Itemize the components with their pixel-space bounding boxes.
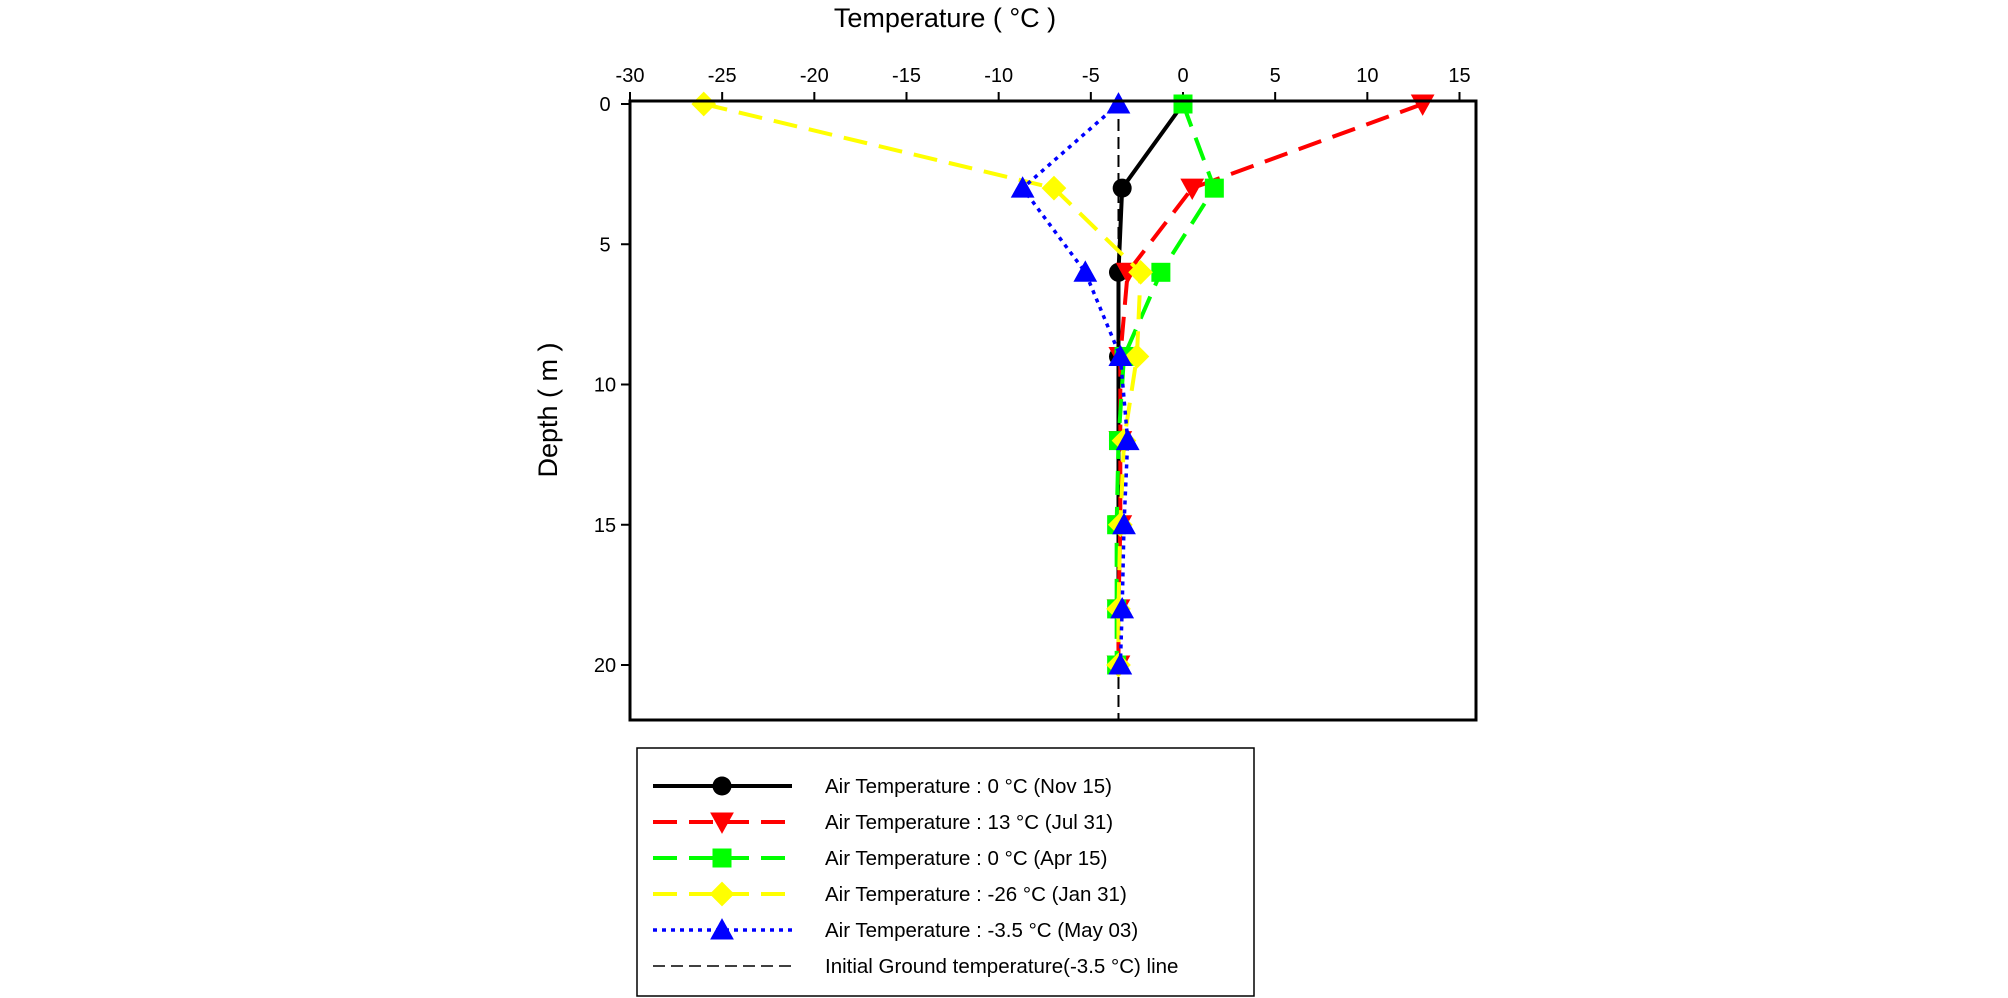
data-point [691, 91, 717, 117]
data-point [1151, 262, 1171, 282]
data-point [1180, 178, 1205, 201]
x-tick-label: -10 [984, 65, 1013, 87]
series-5 [1010, 92, 1140, 675]
x-tick-label: -15 [892, 65, 921, 87]
series-line [1114, 103, 1217, 665]
y-tick-label: 10 [594, 375, 616, 397]
legend-swatch-marker [712, 776, 732, 796]
x-tick-label: 10 [1356, 65, 1378, 87]
series-line [703, 102, 1143, 665]
y-tick-label: 20 [594, 655, 616, 677]
x-tick-label: -30 [616, 65, 645, 87]
y-tick-label: 5 [599, 234, 610, 256]
legend-label: Air Temperature : 13 °C (Jul 31) [825, 811, 1113, 834]
y-tick-label: 15 [594, 515, 616, 537]
legend-swatch-marker [710, 812, 734, 834]
y-axis-ticks: 0 5 10 15 20 [594, 94, 630, 677]
data-point [1010, 176, 1035, 198]
legend-item: Air Temperature : 13 °C (Jul 31) [653, 811, 1113, 834]
legend-item: Air Temperature : -3.5 °C (May 03) [653, 918, 1138, 942]
data-point [1128, 259, 1153, 285]
x-tick-label: 5 [1270, 65, 1281, 87]
legend-item: Air Temperature : -26 °C (Jan 31) [653, 881, 1127, 907]
x-tick-label: 0 [1177, 65, 1188, 87]
data-point [1110, 597, 1135, 619]
data-point [1115, 428, 1140, 451]
legend: Air Temperature : 0 °C (Nov 15) Air Tempe… [636, 747, 1255, 997]
plot-area [691, 91, 1435, 720]
data-point [1112, 178, 1132, 198]
data-point [1173, 94, 1193, 114]
legend-label: Initial Ground temperature(-3.5 °C) line [825, 955, 1178, 978]
series-line [1020, 102, 1130, 666]
x-tick-label: -20 [800, 65, 829, 87]
data-point [1112, 512, 1136, 535]
legend-label: Air Temperature : 0 °C (Nov 15) [825, 775, 1112, 798]
legend-box [636, 747, 1255, 997]
legend-item: Air Temperature : 0 °C (Nov 15) [653, 775, 1112, 798]
data-point [1106, 92, 1131, 114]
y-axis-title: Depth ( m ) [533, 342, 563, 477]
legend-item: Initial Ground temperature(-3.5 °C) line [653, 955, 1178, 978]
y-tick-label: 0 [599, 94, 610, 116]
series-2 [1106, 94, 1435, 677]
legend-label: Air Temperature : -3.5 °C (May 03) [825, 919, 1138, 942]
x-axis-ticks: -30 -25 -20 -15 -10 -5 0 5 10 15 [616, 65, 1471, 101]
x-tick-label: 15 [1448, 65, 1470, 87]
data-point [1041, 175, 1067, 201]
plot-frame [628, 99, 1478, 722]
x-tick-label: -25 [708, 65, 737, 87]
legend-swatch-marker [710, 918, 734, 940]
series-line [1116, 102, 1424, 665]
legend-swatch-marker [709, 881, 735, 907]
data-point [1124, 344, 1150, 369]
data-point [1073, 260, 1098, 282]
x-axis-title: Temperature ( °C ) [834, 3, 1056, 33]
series-4 [691, 91, 1153, 678]
legend-label: Air Temperature : 0 °C (Apr 15) [825, 847, 1107, 870]
data-point [1204, 178, 1224, 198]
legend-label: Air Temperature : -26 °C (Jan 31) [825, 883, 1127, 906]
data-point [1108, 653, 1133, 675]
legend-swatch-marker [712, 848, 732, 868]
x-tick-label: -5 [1082, 65, 1100, 87]
legend-item: Air Temperature : 0 °C (Apr 15) [653, 847, 1107, 870]
data-point [1108, 344, 1133, 366]
